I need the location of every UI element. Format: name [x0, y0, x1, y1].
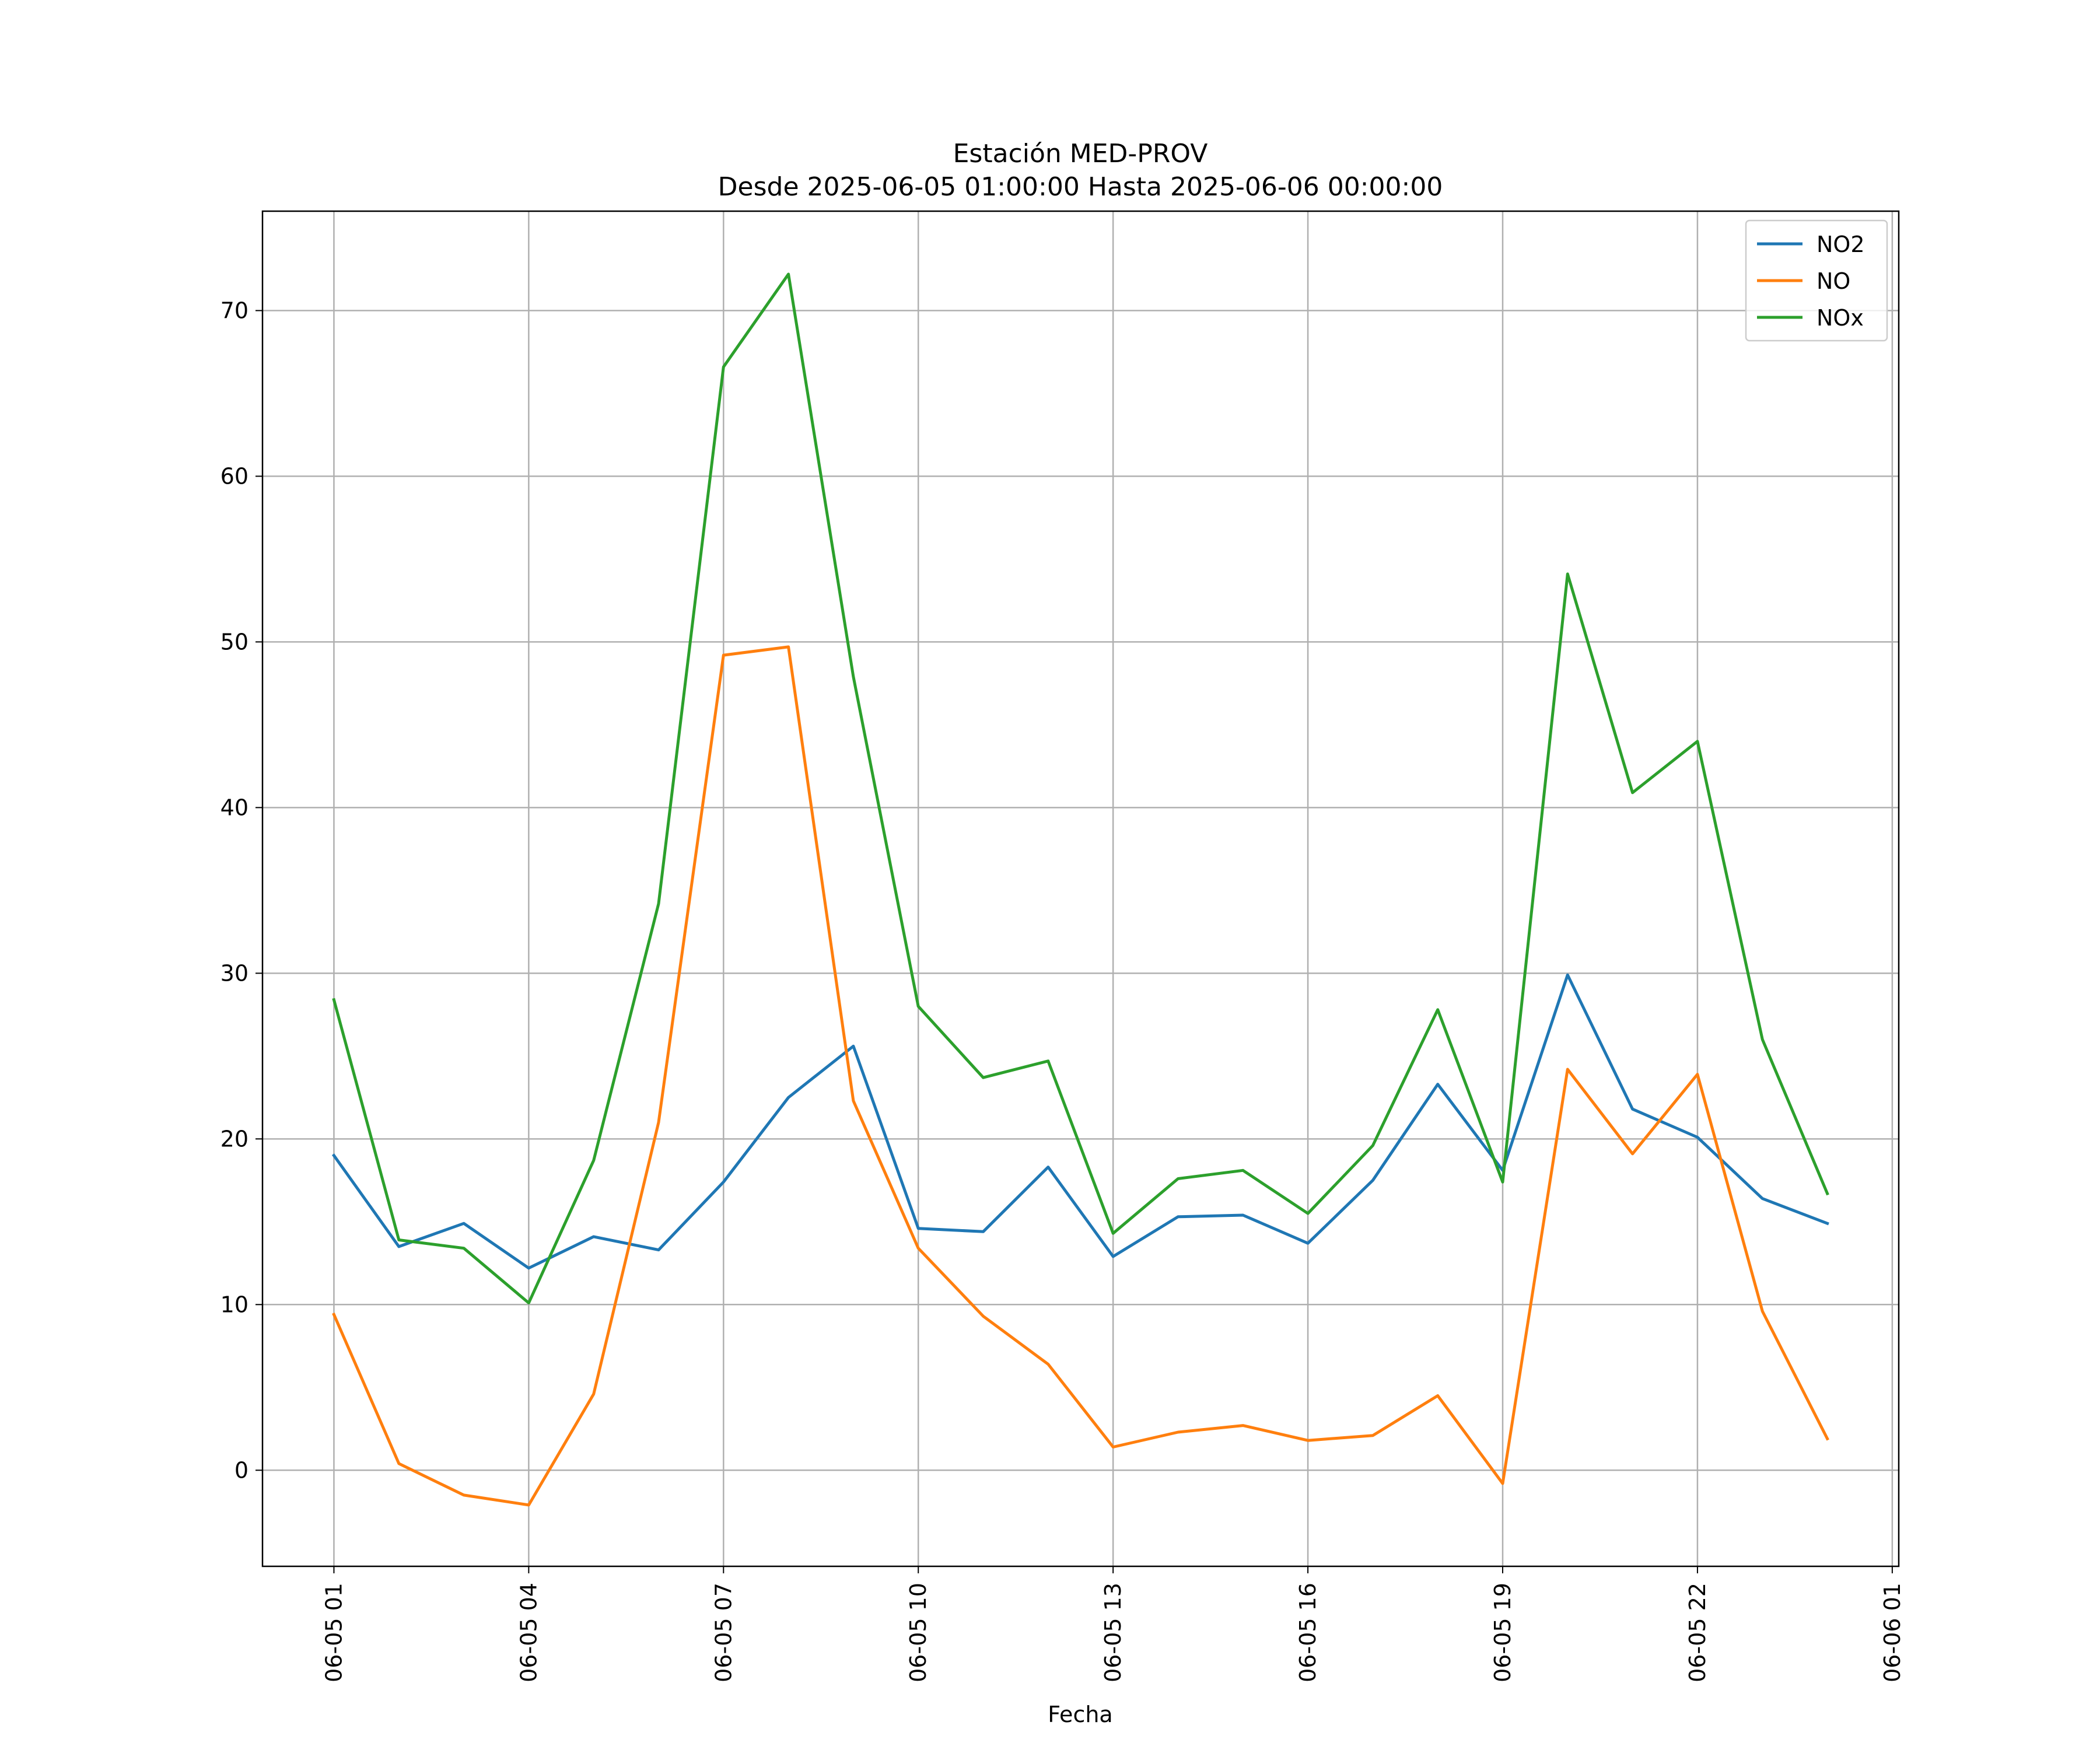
- series-line-no2: [331, 973, 1829, 1270]
- x-tick-label: 06-06 01: [1880, 1583, 1905, 1682]
- x-axis-label: Fecha: [1048, 1702, 1112, 1727]
- y-axis-ticks: 0 10 20 30 40 50 60 70: [220, 298, 262, 1483]
- y-tick-label: 20: [220, 1126, 249, 1152]
- y-tick-label: 10: [220, 1292, 249, 1317]
- plot-area-frame: [261, 210, 1900, 1567]
- x-tick-label: 06-05 07: [710, 1583, 736, 1682]
- y-tick-label: 70: [220, 298, 249, 323]
- y-tick-label: 50: [220, 629, 249, 655]
- chart-subtitle: Desde 2025-06-05 01:00:00 Hasta 2025-06-…: [718, 172, 1443, 202]
- y-tick-label: 40: [220, 795, 249, 820]
- legend: NO2 NO NOx: [1745, 219, 1888, 342]
- x-tick-label: 06-05 16: [1295, 1583, 1321, 1682]
- x-tick-label: 06-05 13: [1100, 1583, 1126, 1682]
- legend-label-no2: NO2: [1817, 232, 1865, 257]
- x-tick-label: 06-05 22: [1685, 1583, 1710, 1682]
- series-line-no: [332, 645, 1829, 1507]
- x-tick-label: 06-05 19: [1490, 1583, 1516, 1682]
- y-tick-label: 60: [220, 463, 249, 489]
- chart-title: Estación MED-PROV: [953, 139, 1208, 169]
- legend-label-nox: NOx: [1817, 305, 1864, 331]
- x-tick-label: 06-05 04: [516, 1583, 541, 1682]
- y-tick-label: 0: [235, 1457, 249, 1483]
- series-line-nox: [332, 272, 1829, 1304]
- x-tick-label: 06-05 10: [905, 1583, 931, 1682]
- legend-label-no: NO: [1817, 268, 1850, 294]
- x-tick-label: 06-05 01: [321, 1583, 346, 1682]
- plot-series: [331, 272, 1829, 1507]
- x-axis-ticks: 06-05 01 06-05 04 06-05 07 06-05 10 06-05 13…: [321, 1566, 1905, 1682]
- grid: [262, 211, 1899, 1566]
- y-tick-label: 30: [220, 960, 249, 986]
- legend-box: [1745, 219, 1888, 342]
